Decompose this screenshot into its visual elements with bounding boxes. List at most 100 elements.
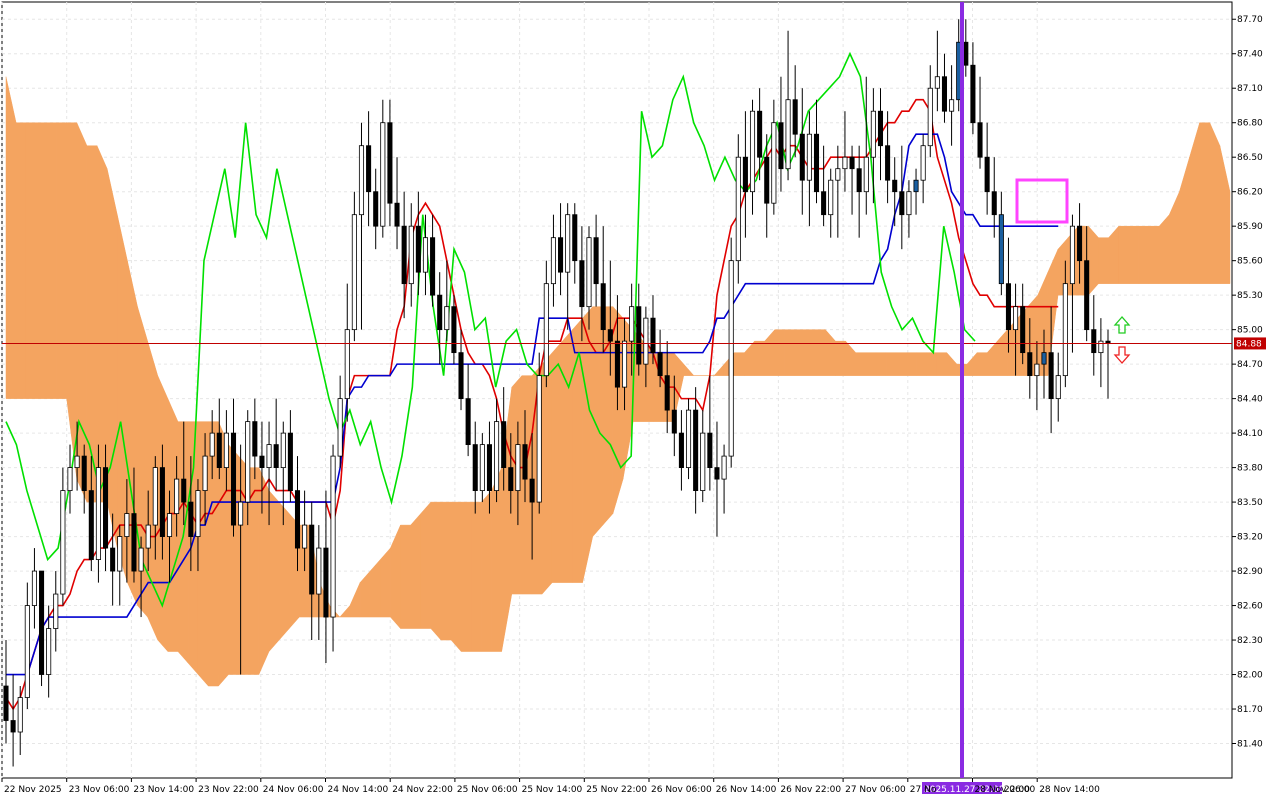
cloud-bull-segment (683, 363, 695, 376)
candle-body (1062, 283, 1068, 377)
cloud-bull-segment (258, 467, 270, 675)
x-tick-label: 26 Nov 22:00 (780, 785, 841, 795)
candle-body (728, 260, 734, 457)
candle (216, 398, 222, 480)
candle (131, 467, 137, 583)
candle-body (17, 697, 23, 733)
x-tick-label: 27 Nov 06:00 (845, 785, 906, 795)
cloud-bull-segment (754, 340, 765, 376)
candle-body (309, 524, 315, 595)
cloud-bull-segment (420, 501, 432, 629)
candle-body (550, 237, 556, 285)
candle (31, 548, 37, 629)
candle (764, 134, 770, 238)
candle-body (273, 444, 279, 469)
candle (415, 191, 421, 296)
candle (977, 76, 983, 169)
x-tick-label: 23 Nov 14:00 (133, 785, 194, 795)
candle (1055, 352, 1061, 422)
candle-body (188, 501, 194, 537)
candle-body (238, 501, 244, 526)
candle (664, 341, 670, 434)
candle (1048, 306, 1054, 434)
candle (693, 387, 699, 514)
candle-body (792, 99, 798, 135)
x-tick-label: 25 Nov 22:00 (586, 785, 647, 795)
candle (913, 168, 919, 215)
candle (643, 306, 649, 388)
candle-body (209, 432, 215, 457)
cloud-bull-segment (926, 352, 937, 376)
y-tick-label: 81.40 (1237, 740, 1263, 750)
candle-body (1005, 283, 1011, 331)
cloud-bull-segment (885, 352, 897, 376)
candle-body (24, 605, 30, 698)
candle (17, 686, 23, 756)
candle (998, 191, 1004, 296)
candle (821, 145, 827, 227)
candle (486, 421, 492, 514)
candle-body (501, 421, 507, 468)
candle-body (778, 122, 784, 170)
candle-body (629, 306, 635, 342)
candle (174, 456, 180, 537)
candle-body (970, 64, 976, 124)
candle-body (543, 283, 549, 377)
candle (806, 111, 812, 227)
candle-body (465, 398, 471, 446)
candle (558, 203, 564, 296)
candle (117, 525, 123, 606)
candle-body (401, 225, 407, 285)
candle (103, 444, 109, 572)
candle-body (536, 375, 542, 503)
cloud-bull-segment (906, 352, 917, 376)
candle-body (998, 214, 1004, 285)
candle-body (31, 570, 37, 606)
candle-body (10, 720, 16, 733)
x-tick-label: 26 Nov 14:00 (716, 785, 777, 795)
candle (67, 444, 73, 514)
candle (757, 88, 763, 181)
cloud-bull-segment (774, 329, 786, 376)
candle (309, 502, 315, 641)
candle-body (600, 283, 606, 331)
y-tick-label: 83.50 (1237, 498, 1263, 508)
cloud-bull-segment (380, 547, 391, 618)
candle (10, 674, 16, 767)
x-tick-label: 23 Nov 06:00 (69, 785, 130, 795)
candle-body (678, 432, 684, 469)
candle (508, 433, 514, 514)
candle (88, 456, 94, 572)
candle (593, 214, 599, 307)
candle (152, 456, 158, 560)
candle (195, 479, 201, 572)
candle (877, 88, 884, 181)
candle-body (53, 593, 59, 629)
cloud-bull-segment (815, 329, 826, 376)
cloud-bull-segment (1158, 214, 1170, 284)
candle (166, 490, 173, 583)
candle (344, 283, 350, 422)
cloud-bull-segment (1118, 225, 1130, 284)
candle (287, 410, 293, 503)
candle (707, 375, 713, 491)
candle-body (664, 375, 670, 411)
candle-body (657, 352, 663, 377)
cloud-bull-segment (15, 122, 27, 399)
cloud-bull-segment (865, 352, 877, 376)
candle (579, 226, 585, 342)
candle-body (60, 490, 66, 595)
candle (721, 444, 727, 514)
candle (401, 191, 407, 319)
cloud-bull-segment (1138, 225, 1150, 284)
candle-body (742, 156, 748, 193)
candle-body (88, 490, 94, 560)
candle (700, 410, 706, 503)
candle (941, 53, 948, 123)
candle-body (934, 76, 940, 89)
candle (74, 421, 80, 491)
y-tick-label: 81.70 (1237, 705, 1263, 715)
candle-body (572, 214, 578, 262)
candle-body (1048, 352, 1054, 400)
